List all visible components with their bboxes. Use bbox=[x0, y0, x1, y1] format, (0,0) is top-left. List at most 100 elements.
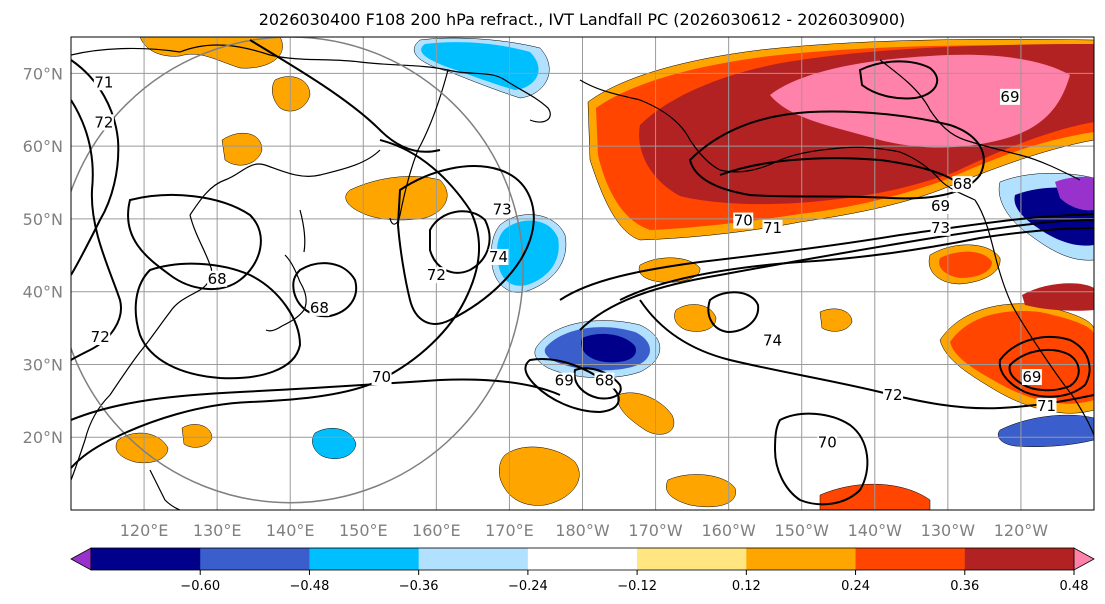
coastline-eurasia-north bbox=[71, 44, 551, 123]
colorbar-tick-label: −0.36 bbox=[399, 579, 439, 594]
coastline-siberia-east bbox=[189, 149, 381, 216]
contour-label: 69 bbox=[1000, 88, 1019, 106]
contour-label: 74 bbox=[489, 248, 508, 266]
colorbar-segment bbox=[746, 548, 857, 570]
colorbar-segment bbox=[964, 548, 1075, 570]
contour-label: 73 bbox=[493, 201, 512, 219]
lat-tick-label: 70°N bbox=[23, 64, 63, 83]
contour-71-north bbox=[249, 39, 441, 153]
contour-label: 68 bbox=[310, 299, 329, 317]
lat-tick-label: 50°N bbox=[23, 210, 63, 229]
contour-label: 68 bbox=[595, 372, 614, 390]
lon-tick-label: 170°W bbox=[628, 521, 683, 540]
contour-label: 68 bbox=[208, 270, 227, 288]
ivt-region-navy-negative bbox=[581, 333, 636, 363]
contour-label-halo bbox=[309, 299, 330, 316]
colorbar-tick-label: 0.48 bbox=[1060, 579, 1089, 594]
colorbar-segment bbox=[200, 548, 310, 570]
contour-label-halo bbox=[762, 332, 783, 349]
contour-label: 69 bbox=[1022, 368, 1041, 386]
map-gridlines bbox=[71, 37, 1094, 510]
contour-label: 69 bbox=[931, 197, 950, 215]
contour-label-halo bbox=[93, 114, 114, 131]
lon-tick-label: 160°W bbox=[701, 521, 756, 540]
ivt-region-orange-tropics-2 bbox=[666, 474, 736, 508]
contour-74-east bbox=[707, 291, 760, 334]
contour-69-west bbox=[134, 262, 302, 380]
coastline-kamchatka bbox=[389, 69, 449, 225]
contour-label-halo bbox=[93, 74, 114, 91]
ivt-region-red-coast bbox=[939, 251, 992, 278]
ivt-region-purple-ne bbox=[1055, 176, 1094, 211]
coastline-philippines bbox=[149, 469, 181, 510]
contour-label: 70 bbox=[734, 212, 753, 230]
lon-tick-label: 130°W bbox=[921, 521, 976, 540]
lon-tick-label: 130°E bbox=[193, 521, 242, 540]
ivt-shading-layer bbox=[115, 37, 1094, 510]
contour-label-halo bbox=[1036, 398, 1057, 415]
lat-tick-label: 40°N bbox=[23, 283, 63, 302]
ivt-region-blue-tropics bbox=[312, 428, 357, 459]
longitude-tick-labels: 120°E 130°E 140°E 150°E 160°E 170°E 180°W 170°W… bbox=[120, 521, 1049, 540]
contour-label-halo bbox=[594, 372, 615, 389]
contour-label-halo bbox=[733, 212, 754, 229]
colorbar-segment bbox=[527, 548, 638, 570]
colorbar-extend-low bbox=[70, 547, 92, 571]
colorbar-segment bbox=[418, 548, 529, 570]
contour-label-halo bbox=[207, 270, 228, 287]
contour-label: 72 bbox=[94, 113, 113, 131]
ivt-region-blue-central bbox=[497, 220, 559, 286]
coastline-canada-interior bbox=[879, 59, 1081, 181]
contour-70-south bbox=[71, 378, 561, 421]
map-frame bbox=[70, 36, 1095, 511]
ivt-region-orange-north bbox=[139, 37, 283, 69]
ivt-region-orange-subtropical bbox=[617, 392, 675, 435]
contour-68-aleutian bbox=[719, 157, 961, 186]
contour-label-halo bbox=[930, 198, 951, 215]
contour-label: 72 bbox=[427, 266, 446, 284]
contour-label: 74 bbox=[763, 332, 782, 350]
contour-label-halo bbox=[554, 372, 575, 389]
contour-label: 72 bbox=[884, 386, 903, 404]
ivt-region-pink-alaska bbox=[770, 54, 1070, 148]
lon-tick-label: 170°E bbox=[485, 521, 534, 540]
contour-label-halo bbox=[492, 201, 513, 218]
lon-tick-label: 150°W bbox=[775, 521, 830, 540]
lat-tick-label: 20°N bbox=[23, 428, 63, 447]
contour-73-central bbox=[396, 165, 535, 325]
contour-label-halo bbox=[999, 88, 1020, 105]
contour-70-southeast bbox=[773, 412, 869, 506]
contour-label: 71 bbox=[1037, 397, 1056, 415]
ivt-region-orange-east-1 bbox=[674, 304, 717, 332]
lat-tick-label: 30°N bbox=[23, 355, 63, 374]
colorbar-segment bbox=[855, 548, 966, 570]
contour-label: 70 bbox=[372, 368, 391, 386]
lon-tick-label: 120°W bbox=[994, 521, 1049, 540]
colorbar-tick-label: 0.24 bbox=[841, 579, 870, 594]
contour-71-loop-east bbox=[1008, 348, 1080, 392]
colorbar-tick-label: −0.60 bbox=[180, 579, 220, 594]
lon-tick-label: 120°E bbox=[120, 521, 169, 540]
colorbar-segment bbox=[91, 548, 201, 570]
lat-tick-label: 60°N bbox=[23, 137, 63, 156]
lon-tick-label: 140°E bbox=[266, 521, 315, 540]
colorbar-segment bbox=[637, 548, 747, 570]
contour-70-loop-east bbox=[998, 336, 1091, 398]
contour-label-halo bbox=[90, 328, 111, 345]
colorbar-extend-high bbox=[1073, 547, 1095, 571]
contour-70-wide bbox=[559, 213, 1094, 301]
contour-label-halo bbox=[762, 219, 783, 236]
ivt-region-orange-kamchatka bbox=[345, 176, 448, 221]
contour-label-halo bbox=[817, 434, 838, 451]
contour-label-halo bbox=[952, 176, 973, 193]
contour-label: 70 bbox=[818, 434, 837, 452]
ivt-region-orange-bering bbox=[221, 132, 263, 166]
ivt-region-darkred-baja bbox=[1022, 283, 1094, 311]
coastline-china-korea bbox=[71, 214, 213, 481]
contour-68-south bbox=[573, 367, 622, 400]
contour-label: 69 bbox=[555, 372, 574, 390]
lon-tick-label: 160°E bbox=[412, 521, 461, 540]
lon-tick-label: 180°W bbox=[555, 521, 610, 540]
